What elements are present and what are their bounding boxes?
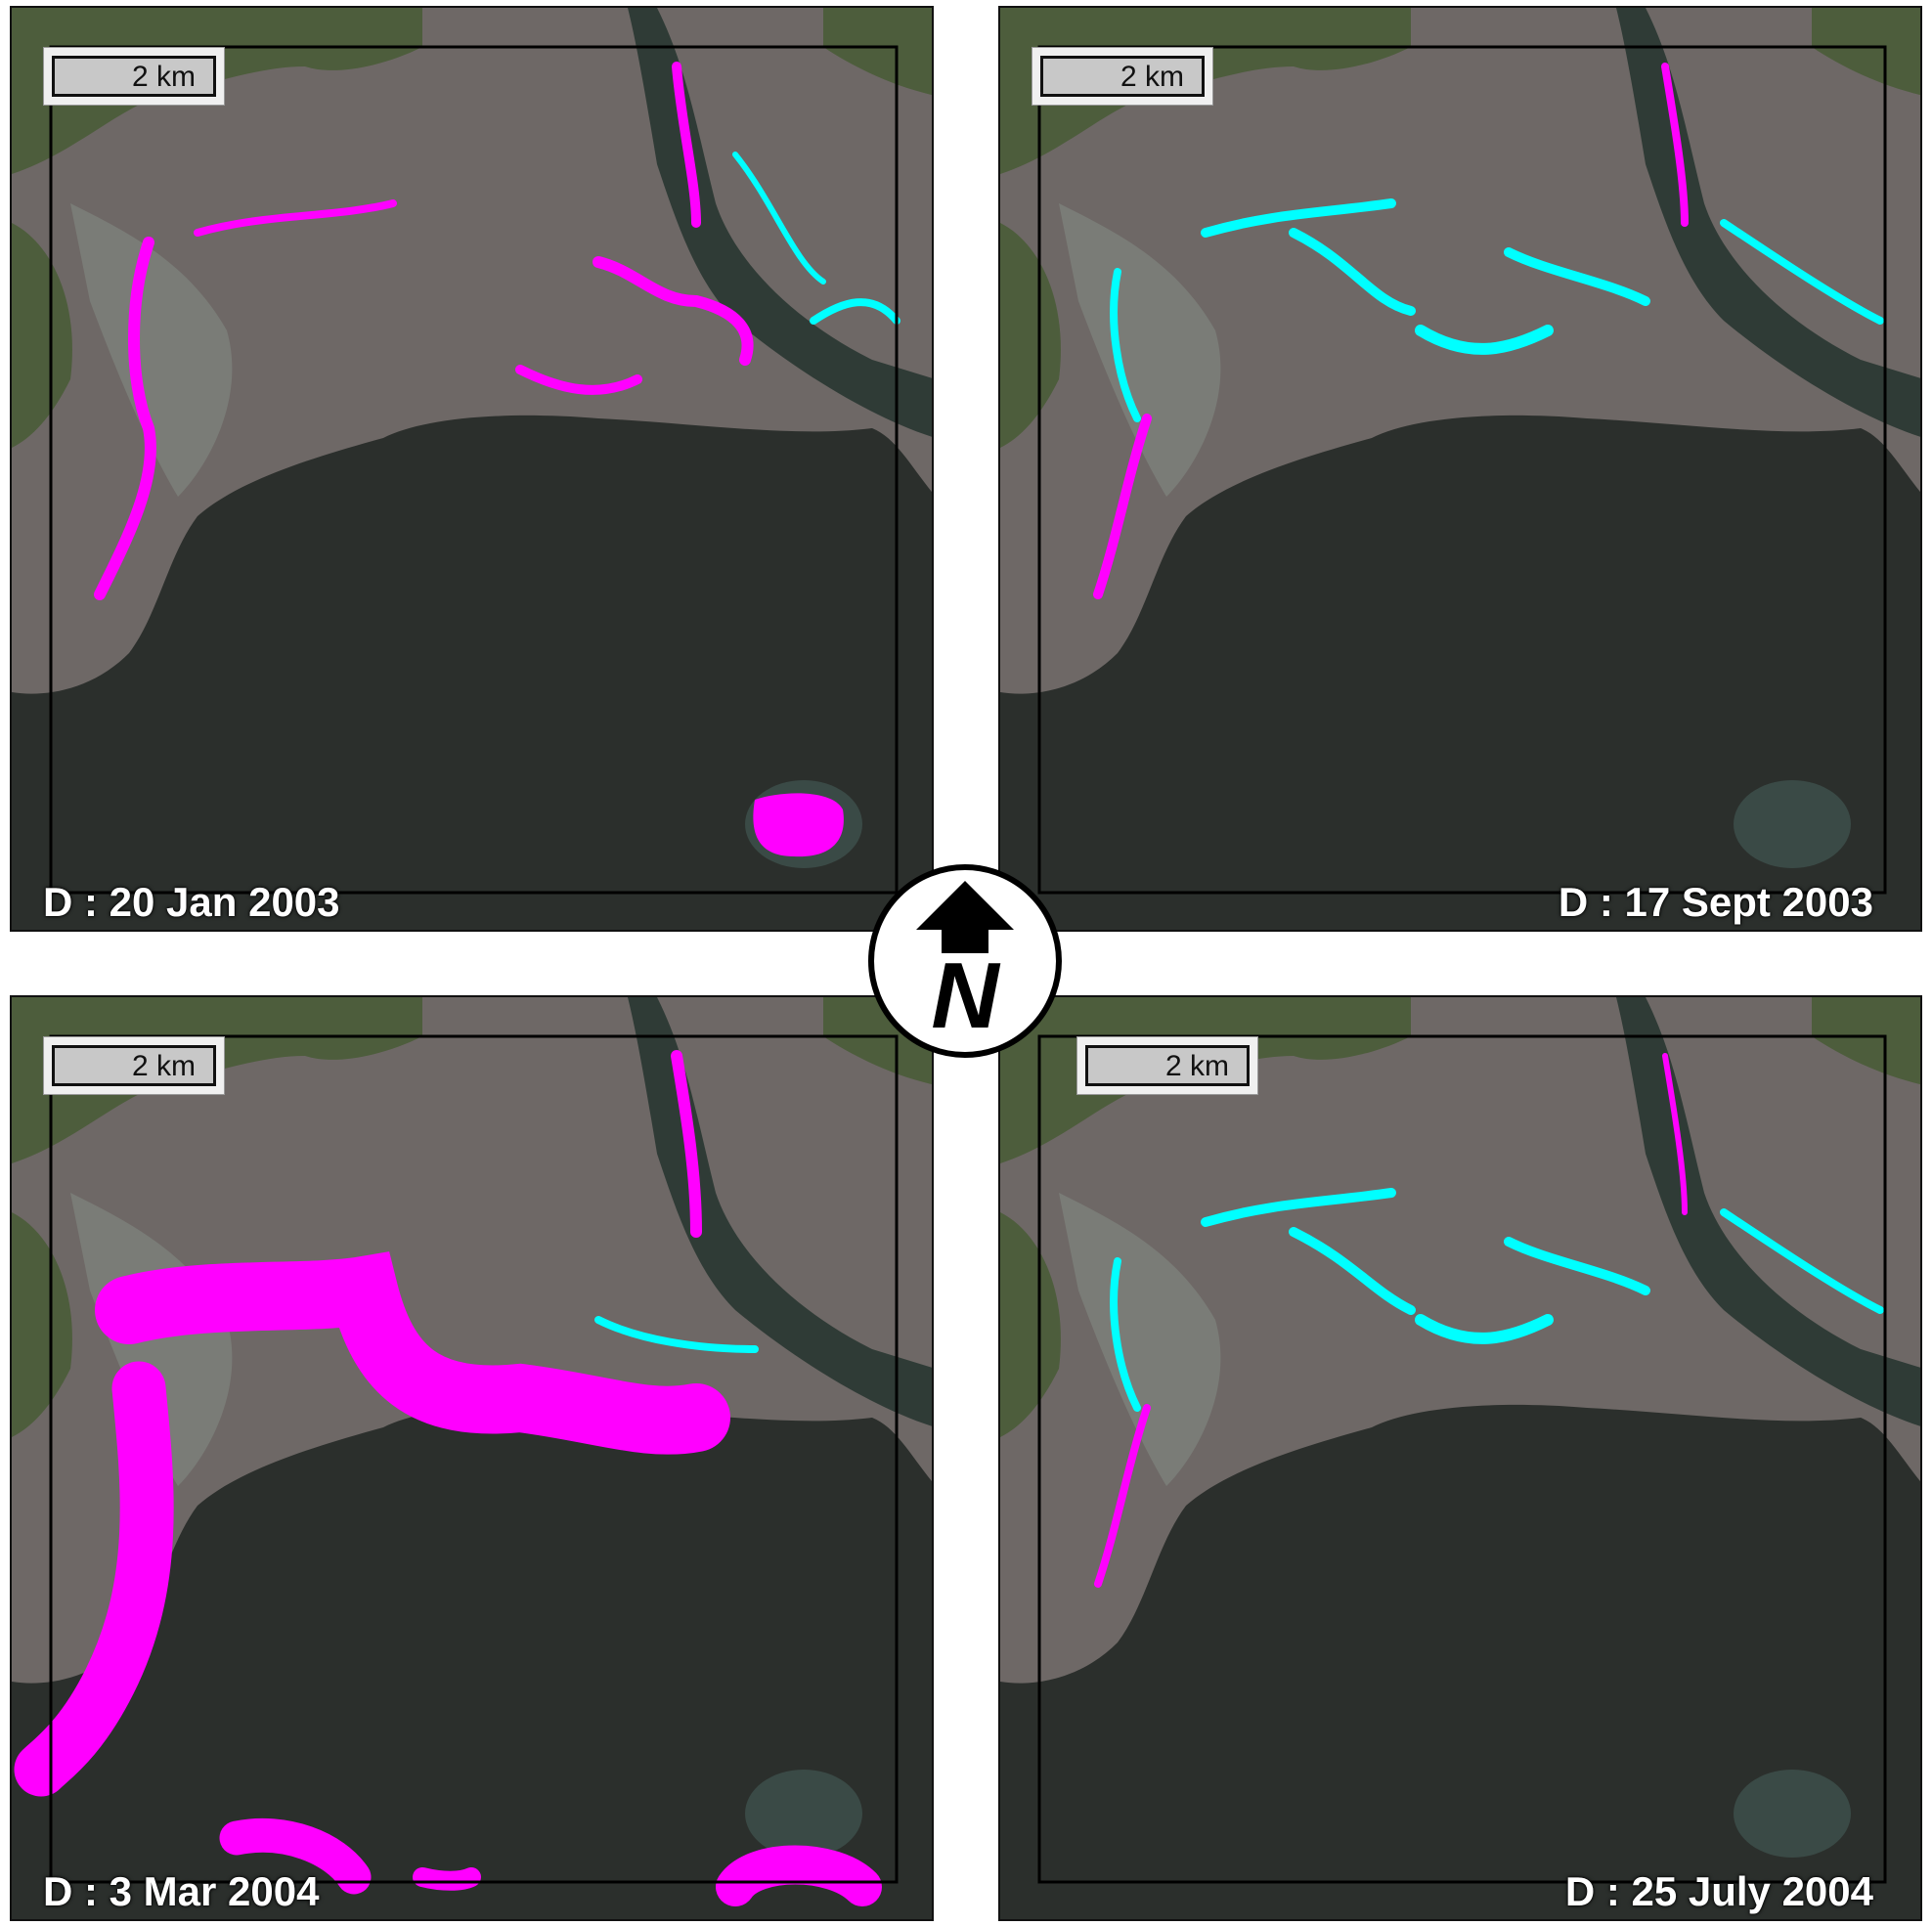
change-area (1201, 198, 1396, 238)
shoal (745, 1770, 862, 1858)
change-area (94, 237, 156, 600)
change-area (1110, 1257, 1141, 1412)
scale-bar: 2 km (43, 47, 225, 106)
change-area (1720, 1208, 1884, 1314)
change-area (671, 1050, 702, 1238)
scale-bar: 2 km (1032, 47, 1213, 106)
map-panel: 2 km D : 3 Mar 2004 (10, 995, 934, 1921)
vegetation (1812, 997, 1920, 1085)
change-area (413, 1867, 481, 1891)
tidal-flat (1059, 1193, 1221, 1486)
change-area (1415, 1314, 1554, 1344)
river-channel (1616, 8, 1920, 437)
map-frame (1037, 1034, 1887, 1884)
change-area (1661, 63, 1689, 227)
change-area (732, 152, 826, 285)
change-area (1094, 1404, 1151, 1588)
map-panel: 2 km D : 25 July 2004 (998, 995, 1922, 1921)
change-area (515, 365, 642, 395)
scale-label: 2 km (52, 1045, 216, 1086)
tidal-flat (1059, 203, 1221, 497)
scale-bar: 2 km (43, 1036, 225, 1095)
change-area (1093, 414, 1152, 599)
change-area (753, 793, 844, 857)
satellite-image (12, 8, 932, 930)
change-area (1289, 228, 1416, 316)
river-channel (628, 997, 932, 1426)
change-area (594, 1316, 759, 1353)
change-area (810, 298, 900, 325)
shoal (1734, 1770, 1851, 1858)
change-area (194, 199, 397, 237)
date-label: D : 20 Jan 2003 (43, 879, 340, 925)
scale-label: 2 km (1085, 1045, 1250, 1086)
change-area (1662, 1053, 1688, 1215)
date-label: D : 17 Sept 2003 (1558, 879, 1873, 925)
north-label: N (931, 943, 1000, 1048)
map-panel: 2 km D : 20 Jan 2003 (10, 6, 934, 932)
vegetation (12, 1212, 72, 1437)
north-arrow-head (916, 881, 1014, 953)
satellite-image (1000, 8, 1920, 930)
change-area (593, 256, 754, 366)
vegetation (823, 8, 932, 96)
change-area (1720, 219, 1884, 325)
date-label: D : 25 July 2004 (1564, 1868, 1873, 1914)
change-area (1289, 1227, 1416, 1315)
vegetation (12, 223, 72, 448)
scale-bar: 2 km (1076, 1036, 1258, 1095)
change-area (219, 1817, 372, 1895)
vegetation (1000, 223, 1061, 448)
map-panel: 2 km D : 17 Sept 2003 (998, 6, 1922, 932)
change-area (14, 1361, 174, 1797)
river-channel (628, 8, 932, 437)
date-label: D : 3 Mar 2004 (43, 1868, 320, 1914)
scale-label: 2 km (1040, 56, 1205, 97)
map-frame (49, 1034, 899, 1884)
scale-label: 2 km (52, 56, 216, 97)
change-area (1110, 268, 1141, 422)
vegetation (1812, 8, 1920, 96)
change-area (1201, 1188, 1396, 1227)
satellite-image (12, 997, 932, 1919)
map-frame (49, 45, 899, 895)
change-area (672, 62, 701, 228)
change-area (95, 1251, 730, 1455)
vegetation (1000, 1212, 1061, 1437)
river-channel (1616, 997, 1920, 1426)
change-area (1504, 1237, 1650, 1295)
change-area (1504, 247, 1650, 306)
map-frame (1037, 45, 1887, 895)
change-area (716, 1845, 882, 1906)
satellite-image (1000, 997, 1920, 1919)
north-circle (868, 864, 1062, 1058)
change-area (1415, 325, 1554, 355)
north-arrow: N (868, 864, 1062, 1058)
shoal (1734, 780, 1851, 868)
tidal-flat (70, 203, 233, 497)
